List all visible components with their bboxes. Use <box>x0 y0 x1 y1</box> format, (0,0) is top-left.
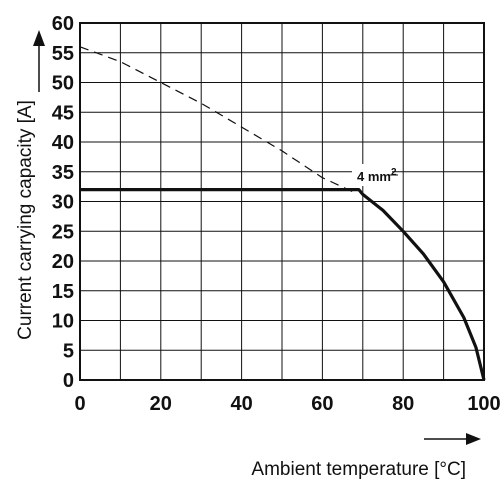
y-tick-label: 25 <box>52 221 74 243</box>
series-line-dashed <box>79 46 355 194</box>
x-tick-label: 100 <box>467 393 500 415</box>
series-annotation: 4 mm2 <box>357 167 397 184</box>
y-axis-label: Current carrying capacity [A] <box>15 100 36 340</box>
y-tick-label: 45 <box>52 102 74 124</box>
x-tick-label: 0 <box>74 393 85 415</box>
tick-labels: 0 5 10 15 20 25 30 35 40 45 50 55 60 0 20 40 60 80 100 <box>52 13 500 415</box>
y-tick-label: 35 <box>52 162 74 184</box>
y-tick-label: 20 <box>52 251 74 273</box>
plot-frame <box>79 22 485 381</box>
y-tick-label: 50 <box>52 73 74 95</box>
x-tick-label: 60 <box>311 393 333 415</box>
x-tick-label: 80 <box>392 393 414 415</box>
y-tick-label: 55 <box>52 43 74 65</box>
x-axis-arrow-head <box>466 433 481 445</box>
annotation-base: 4 mm <box>357 169 391 184</box>
y-axis-arrow-head <box>33 30 45 46</box>
x-axis-label: Ambient temperature [°C] <box>251 459 466 480</box>
y-tick-label: 10 <box>52 311 74 333</box>
x-tick-label: 20 <box>150 393 172 415</box>
y-tick-label: 0 <box>63 370 74 392</box>
y-tick-label: 40 <box>52 132 74 154</box>
y-tick-label: 15 <box>52 281 74 303</box>
y-tick-label: 30 <box>52 192 74 214</box>
y-tick-label: 5 <box>63 340 74 362</box>
annotation-superscript: 2 <box>391 167 397 178</box>
annotation-background <box>352 164 392 186</box>
y-tick-label: 60 <box>52 13 74 35</box>
grid <box>80 23 484 380</box>
series-group <box>79 46 486 381</box>
x-tick-label: 40 <box>230 393 252 415</box>
series-line-solid <box>80 188 486 381</box>
